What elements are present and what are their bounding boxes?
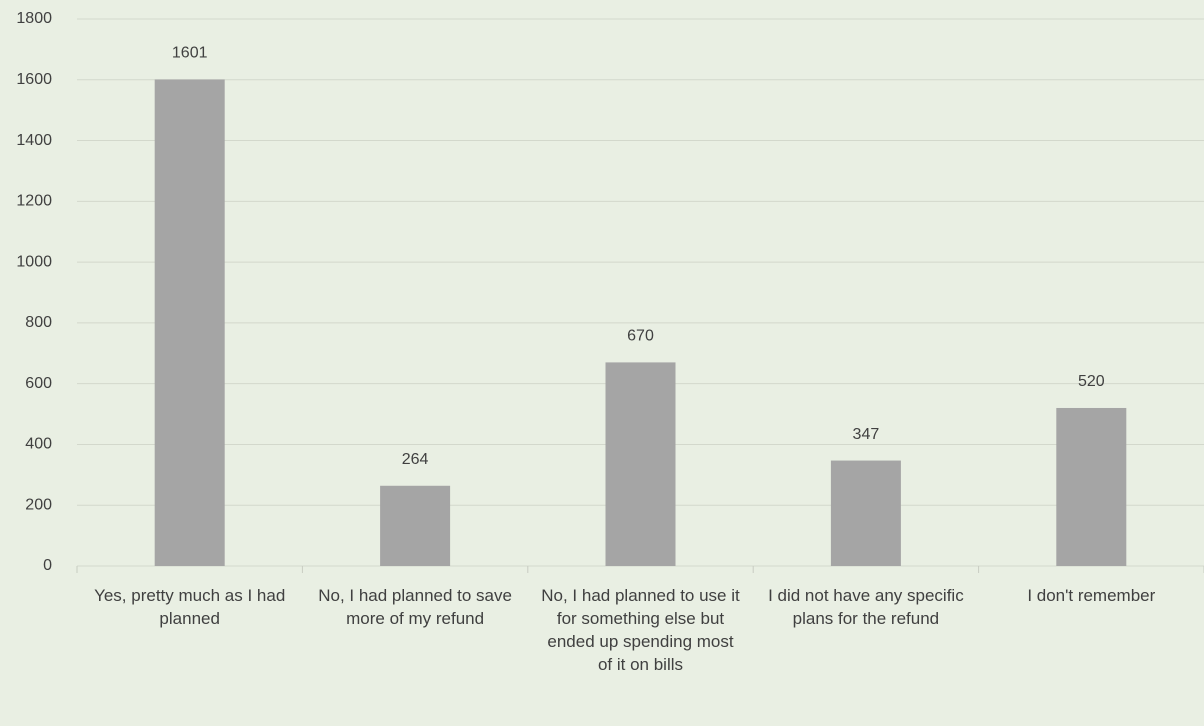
x-tick-label: No, I had planned to save more of my ref… [318, 586, 512, 628]
x-tick-label: Yes, pretty much as I had planned [94, 586, 286, 628]
y-tick-label: 600 [25, 375, 52, 392]
data-label: 670 [627, 328, 654, 345]
x-tick-label: I don't remember [1027, 586, 1156, 605]
bar [830, 460, 901, 566]
y-tick-label: 1400 [16, 132, 52, 149]
y-tick-label: 1600 [16, 71, 52, 88]
x-tick-label: No, I had planned to use it for somethin… [541, 586, 740, 674]
y-tick-label: 1800 [16, 10, 52, 27]
y-tick-label: 0 [43, 557, 52, 574]
data-label: 347 [853, 426, 880, 443]
y-tick-label: 200 [25, 496, 52, 513]
data-label: 264 [402, 451, 429, 468]
x-tick-label: I did not have any specific plans for th… [768, 586, 964, 628]
y-tick-label: 1200 [16, 193, 52, 210]
y-tick-label: 800 [25, 314, 52, 331]
bar [1056, 407, 1127, 566]
data-label: 520 [1078, 373, 1105, 390]
bar [154, 79, 225, 567]
bar [605, 362, 676, 566]
bar [380, 485, 451, 566]
y-tick-label: 1000 [16, 253, 52, 270]
data-label: 1601 [172, 45, 208, 62]
y-tick-label: 400 [25, 436, 52, 453]
